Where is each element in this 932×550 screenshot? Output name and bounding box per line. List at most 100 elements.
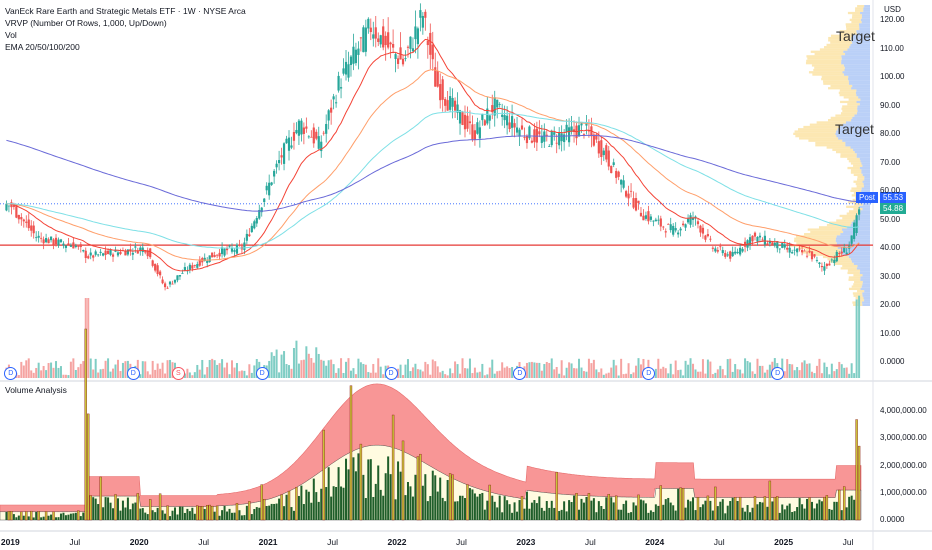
candle-body: [359, 37, 362, 39]
volume-analysis-series[interactable]: [0, 328, 862, 521]
dividend-badge[interactable]: D: [513, 367, 527, 380]
candle-body: [803, 250, 806, 252]
candle-body: [444, 99, 447, 106]
candle-body: [518, 129, 521, 137]
candle-body: [786, 247, 789, 250]
candle-body: [679, 228, 682, 231]
price-axis-label: 60.00: [880, 186, 901, 195]
time-axis-label: Jul: [455, 537, 467, 547]
post-label: Post: [858, 193, 875, 202]
candle-body: [263, 198, 266, 203]
indicator-ema[interactable]: EMA 20/50/100/200: [5, 42, 80, 52]
candle-body: [691, 217, 695, 220]
candle-body: [109, 249, 112, 255]
candle-body: [563, 134, 566, 143]
time-axis-label: 2019: [0, 537, 20, 547]
candle-body: [156, 265, 159, 275]
dividend-badge[interactable]: D: [126, 367, 140, 380]
candle-body: [102, 253, 105, 256]
candle-body: [674, 228, 677, 231]
candle-body: [662, 226, 665, 228]
candle-body: [793, 249, 796, 251]
candle-body: [228, 245, 231, 247]
candle-body: [751, 235, 754, 242]
ema-200-line[interactable]: [6, 134, 860, 212]
candle-body: [106, 250, 110, 254]
dividend-badge[interactable]: D: [4, 367, 18, 380]
split-badge[interactable]: S: [171, 367, 185, 380]
candle-body: [696, 221, 700, 225]
volume-profile: [790, 5, 870, 306]
candle-body: [64, 245, 68, 248]
candle-body: [565, 124, 568, 132]
volume-lower-band: [0, 444, 862, 521]
price-axis-label: 50.00: [880, 214, 901, 224]
price-axis-label: 110.00: [880, 43, 904, 53]
candle-body: [748, 237, 752, 246]
candle-body: [481, 114, 484, 121]
candle-body: [349, 56, 353, 66]
volume-axis-label: 0.0000: [880, 515, 905, 524]
candle-body: [721, 250, 724, 254]
ema-50-line[interactable]: [6, 68, 860, 261]
candle-body: [496, 99, 499, 108]
candle-body: [724, 252, 727, 257]
ema-20-line[interactable]: [6, 38, 860, 272]
candle-body: [664, 231, 667, 233]
candle-body: [362, 27, 365, 53]
dividend-badge[interactable]: D: [642, 367, 656, 380]
candle-body: [491, 105, 494, 113]
candle-body: [781, 243, 784, 248]
candle-body: [149, 248, 152, 258]
indicator-vrvp[interactable]: VRVP (Number Of Rows, 1,000, Up/Down): [5, 18, 167, 28]
dividend-badge[interactable]: D: [384, 367, 398, 380]
candle-body: [265, 185, 268, 191]
candle-body: [243, 242, 246, 250]
candle-body: [260, 207, 263, 213]
candle-body: [637, 200, 640, 204]
candle-body: [652, 220, 655, 222]
time-axis-label: 2021: [258, 537, 278, 547]
indicator-vol[interactable]: Vol: [5, 30, 17, 40]
candlestick-series[interactable]: [5, 3, 861, 291]
candle-body: [672, 225, 675, 235]
candle-body: [379, 35, 382, 45]
volume-analysis-title[interactable]: Volume Analysis: [5, 385, 67, 395]
candle-body: [270, 182, 273, 185]
candle-body: [657, 219, 660, 221]
candle-body: [615, 170, 618, 178]
candle-body: [634, 198, 638, 211]
candle-body: [473, 130, 477, 140]
candle-body: [419, 10, 422, 18]
candle-body: [30, 225, 33, 231]
candle-body: [248, 234, 251, 237]
dividend-badge[interactable]: D: [771, 367, 785, 380]
time-axis-label: Jul: [842, 537, 854, 547]
candle-body: [528, 126, 531, 139]
candle-body: [773, 242, 776, 246]
candle-body: [49, 236, 53, 241]
price-axis-label: 10.00: [880, 328, 901, 338]
candle-body: [686, 218, 690, 223]
candle-body: [297, 120, 301, 136]
currency-label[interactable]: USD: [884, 5, 901, 14]
symbol-title[interactable]: VanEck Rare Earth and Strategic Metals E…: [5, 6, 246, 16]
candle-body: [654, 219, 657, 222]
dividend-badge[interactable]: D: [255, 367, 269, 380]
candle-body: [144, 250, 147, 253]
candle-body: [99, 251, 102, 253]
candle-body: [27, 219, 30, 229]
candle-body: [833, 259, 836, 264]
candle-body: [116, 252, 120, 256]
candle-body: [40, 237, 43, 239]
candle-body: [382, 26, 385, 48]
candle-body: [567, 127, 571, 143]
candle-body: [255, 218, 258, 224]
candle-body: [488, 115, 491, 121]
candle-body: [129, 249, 132, 251]
ema-100-line[interactable]: [6, 111, 860, 249]
candle-body: [245, 233, 248, 241]
candle-body: [15, 204, 18, 218]
candle-body: [211, 252, 214, 258]
